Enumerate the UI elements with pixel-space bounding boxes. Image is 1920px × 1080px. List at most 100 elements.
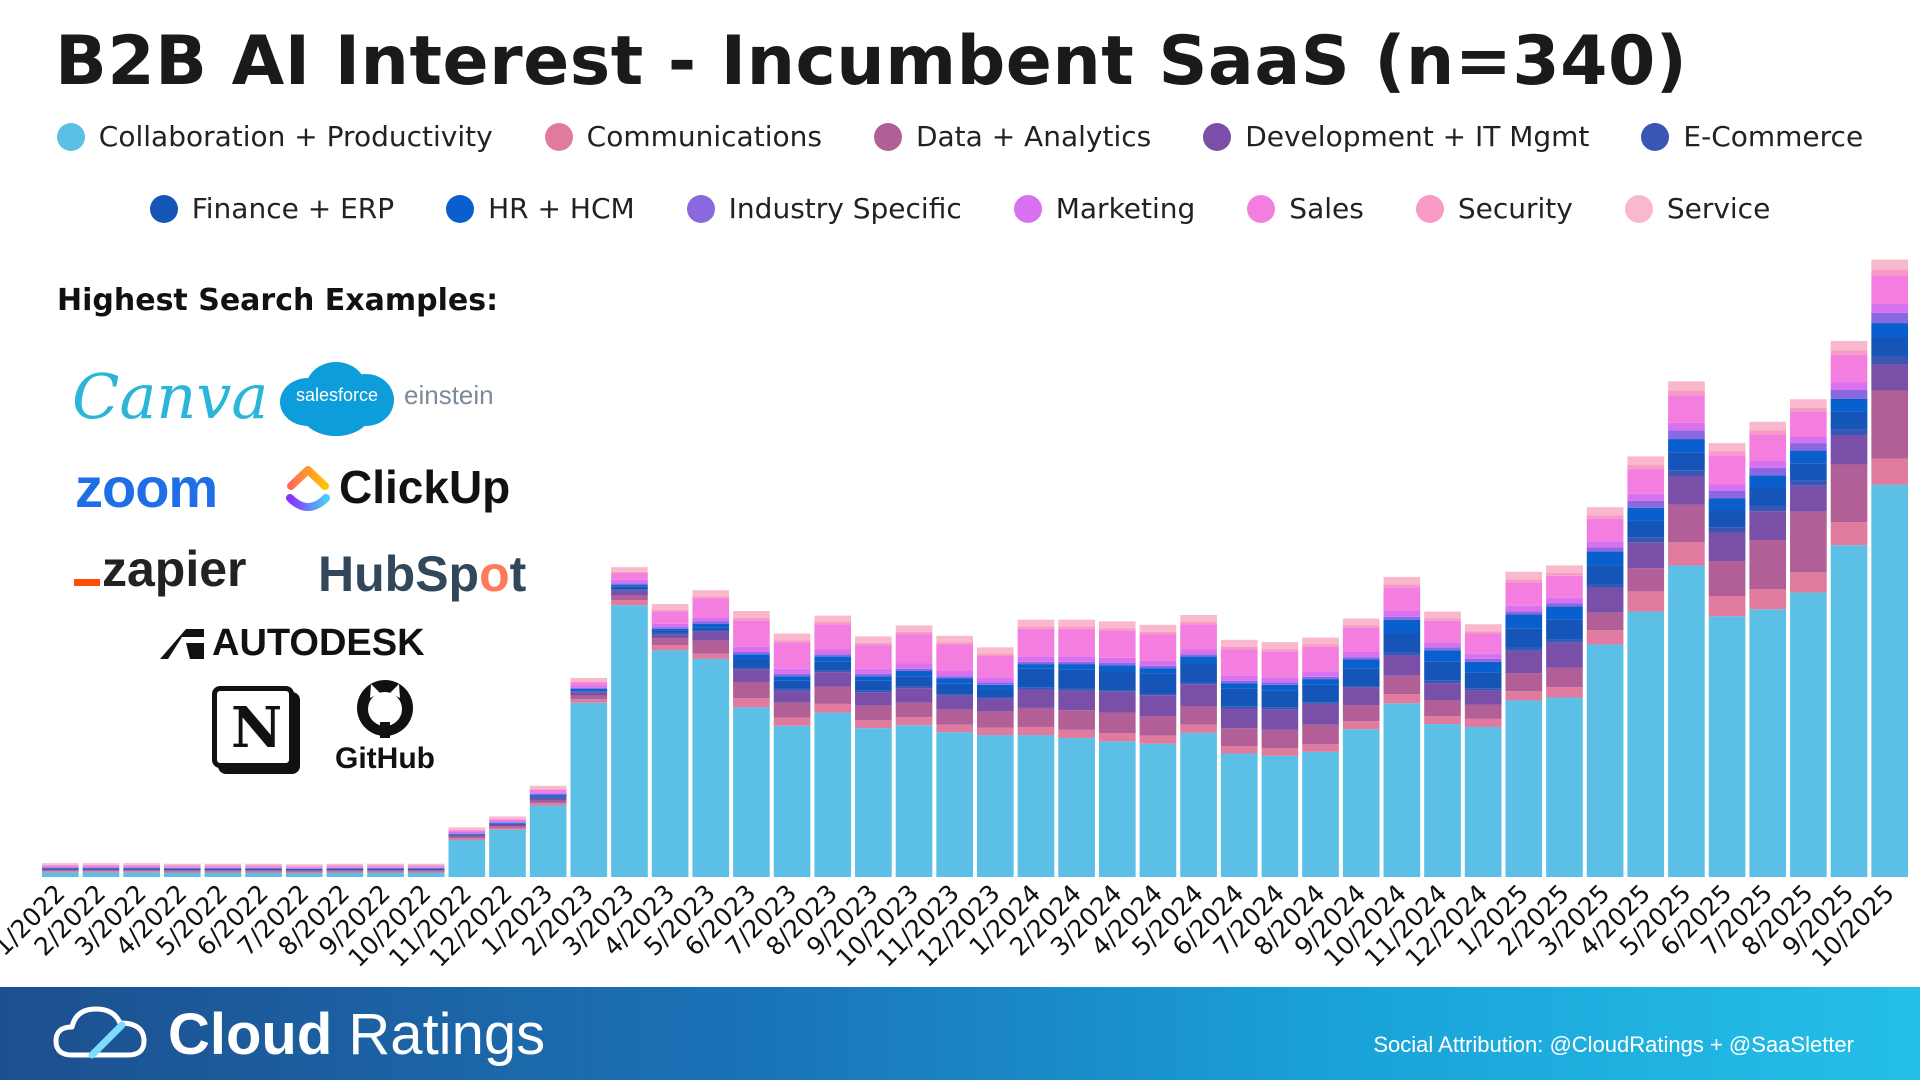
bar-segment — [1139, 673, 1177, 694]
bar-segment — [814, 649, 852, 655]
bar-segment — [1586, 584, 1624, 588]
einstein-wordmark: einstein — [404, 380, 494, 410]
bar-stack — [367, 863, 404, 877]
bar-segment — [1871, 275, 1908, 305]
bar-segment — [489, 823, 526, 825]
bar-segment — [245, 869, 282, 871]
bar-segment — [895, 688, 933, 703]
bar-segment — [245, 870, 282, 871]
bar-segment — [1017, 689, 1055, 708]
bar-segment — [1220, 706, 1258, 709]
bar-segment — [1749, 609, 1787, 877]
hubspot-sprocket-icon: o — [479, 546, 510, 602]
bar-segment — [1383, 611, 1421, 617]
bar-segment — [1261, 729, 1299, 749]
github-wordmark: GitHub — [335, 742, 435, 775]
bar-segment — [692, 630, 730, 632]
bar-segment — [1220, 708, 1258, 729]
bar-segment — [1871, 390, 1908, 459]
bar-segment — [814, 654, 852, 657]
bar-segment — [1424, 611, 1461, 619]
bar-segment — [1302, 637, 1339, 645]
bar-segment — [529, 796, 567, 798]
bar-segment — [42, 866, 79, 868]
bar-segment — [448, 834, 486, 835]
bar-segment — [163, 870, 201, 872]
bar-segment — [611, 585, 648, 587]
bar-segment — [895, 631, 933, 635]
bar-segment — [733, 651, 770, 655]
bar-segment — [1017, 735, 1055, 877]
bar-segment — [692, 658, 730, 877]
bar-segment — [1424, 620, 1461, 643]
bar-segment — [448, 840, 486, 877]
bar-segment — [1749, 540, 1787, 590]
bar-segment — [1749, 467, 1787, 476]
bar-segment — [1830, 398, 1868, 412]
bar-segment — [692, 631, 730, 641]
bar-segment — [123, 871, 160, 873]
bar-stack — [611, 567, 648, 877]
bar-segment — [1464, 661, 1502, 673]
bar-segment — [1017, 628, 1055, 657]
bar-segment — [1871, 323, 1908, 338]
bar-segment — [733, 667, 770, 670]
bar-segment — [245, 867, 282, 869]
bar-segment — [570, 688, 608, 691]
bar-segment — [1871, 458, 1908, 485]
legend-swatch — [1415, 194, 1444, 223]
bar-stack — [163, 863, 201, 877]
bar-stack — [1139, 624, 1177, 877]
bar-segment — [1220, 753, 1258, 877]
bar-segment — [1302, 702, 1339, 704]
bar-segment — [1627, 465, 1665, 470]
bar-segment — [936, 642, 973, 645]
bar-segment — [1790, 443, 1827, 451]
bar-segment — [1383, 576, 1421, 585]
bar-segment — [1546, 687, 1583, 698]
bar-segment — [326, 870, 364, 872]
bar-segment — [1098, 733, 1136, 742]
legend-item: E-Commerce — [1641, 120, 1863, 153]
bar-segment — [1627, 456, 1665, 466]
bar-segment — [1139, 695, 1177, 717]
bar-segment — [895, 634, 933, 664]
bar-segment — [895, 671, 933, 677]
bar-segment — [285, 868, 323, 869]
bar-segment — [123, 864, 160, 866]
bar-segment — [651, 623, 689, 628]
bar-segment — [1627, 611, 1665, 877]
bar-segment — [367, 869, 404, 871]
bar-segment — [855, 668, 892, 674]
bar-segment — [1749, 430, 1787, 435]
bar-segment — [1383, 652, 1421, 656]
bar-segment — [1139, 668, 1177, 674]
bar-segment — [1464, 726, 1502, 877]
bar-segment — [733, 681, 770, 699]
bar-segment — [42, 864, 79, 866]
bar-segment — [1424, 680, 1461, 684]
bar-segment — [1668, 542, 1705, 566]
bar-segment — [1342, 705, 1380, 722]
bar-segment — [367, 872, 404, 877]
bar-stack — [1749, 421, 1787, 877]
bar-segment — [936, 709, 973, 725]
bar-segment — [1342, 668, 1380, 687]
bar-segment — [1017, 656, 1055, 662]
bar-segment — [651, 630, 689, 633]
bar-segment — [1627, 507, 1665, 521]
bar-segment — [1505, 628, 1543, 648]
bar-segment — [1383, 694, 1421, 704]
bar-segment — [651, 650, 689, 877]
bar-segment — [1098, 628, 1136, 631]
bar-segment — [1708, 510, 1746, 528]
bar-segment — [1017, 726, 1055, 736]
bar-segment — [1586, 587, 1624, 613]
brand-light: Ratings — [348, 1002, 546, 1067]
bar-stack — [1668, 381, 1705, 877]
bar-segment — [407, 866, 445, 868]
bar-segment — [42, 868, 79, 869]
bar-segment — [1220, 688, 1258, 707]
legend-label: Industry Specific — [728, 192, 962, 225]
bar-segment — [1505, 611, 1543, 615]
